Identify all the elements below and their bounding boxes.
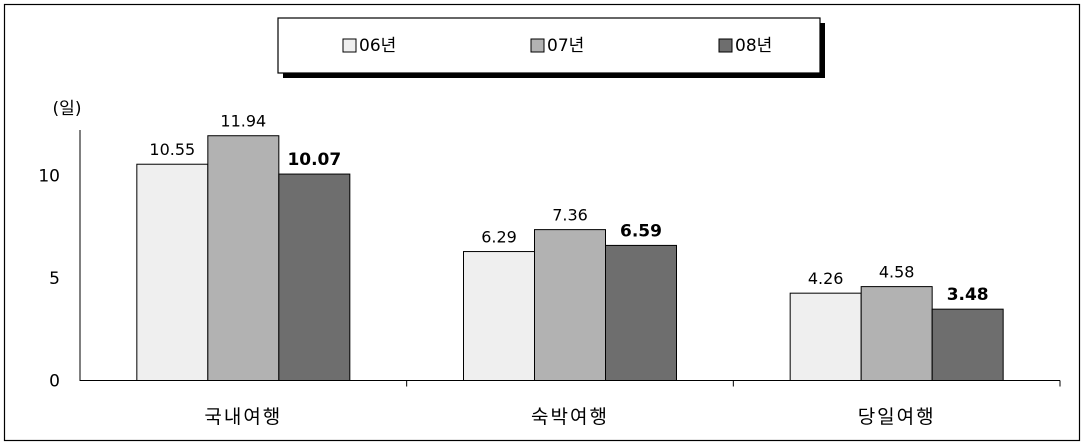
data-label: 10.07 xyxy=(287,150,341,170)
data-label: 11.94 xyxy=(220,112,266,131)
bar xyxy=(789,292,862,382)
legend-swatch xyxy=(530,38,545,53)
bar xyxy=(278,173,351,381)
x-tick-label: 국내여행 xyxy=(204,406,282,428)
legend-label: 07년 xyxy=(547,36,584,56)
x-tick-label: 당일여행 xyxy=(858,406,936,428)
y-tick-label: 5 xyxy=(49,269,60,289)
bar xyxy=(534,229,606,381)
bar xyxy=(207,135,280,381)
bar xyxy=(931,308,1004,381)
legend-label: 08년 xyxy=(735,36,772,56)
y-tick-label: 0 xyxy=(49,372,60,392)
bar xyxy=(136,163,209,381)
legend-label: 06년 xyxy=(359,36,396,56)
bar xyxy=(605,244,677,381)
data-label: 3.48 xyxy=(947,285,989,305)
data-label: 4.58 xyxy=(879,263,915,282)
bar xyxy=(860,286,933,381)
legend: 06년 07년 08년 xyxy=(277,17,825,78)
data-label: 7.36 xyxy=(552,206,588,225)
y-tick-label: 10 xyxy=(38,167,60,187)
x-tick-label: 숙박여행 xyxy=(531,406,609,428)
data-label: 6.29 xyxy=(481,228,517,247)
data-label: 4.26 xyxy=(808,269,844,288)
legend-swatch xyxy=(718,38,733,53)
bar xyxy=(463,251,535,381)
legend-swatch xyxy=(342,38,357,53)
data-label: 6.59 xyxy=(620,221,662,241)
data-label: 10.55 xyxy=(149,140,195,159)
y-axis-title: (일) xyxy=(53,99,82,119)
